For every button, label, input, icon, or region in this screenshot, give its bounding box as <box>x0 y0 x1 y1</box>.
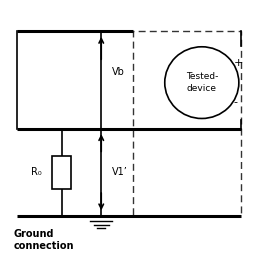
Bar <box>52 156 71 189</box>
Text: Vb: Vb <box>112 67 125 77</box>
Bar <box>133 31 242 216</box>
Text: Tested-
device: Tested- device <box>186 72 218 93</box>
Text: -: - <box>234 97 238 107</box>
Text: +: + <box>234 58 243 68</box>
Text: V1’: V1’ <box>112 167 128 177</box>
Text: Ground
connection: Ground connection <box>14 229 74 251</box>
Text: R₀: R₀ <box>31 167 42 177</box>
Circle shape <box>165 47 239 118</box>
